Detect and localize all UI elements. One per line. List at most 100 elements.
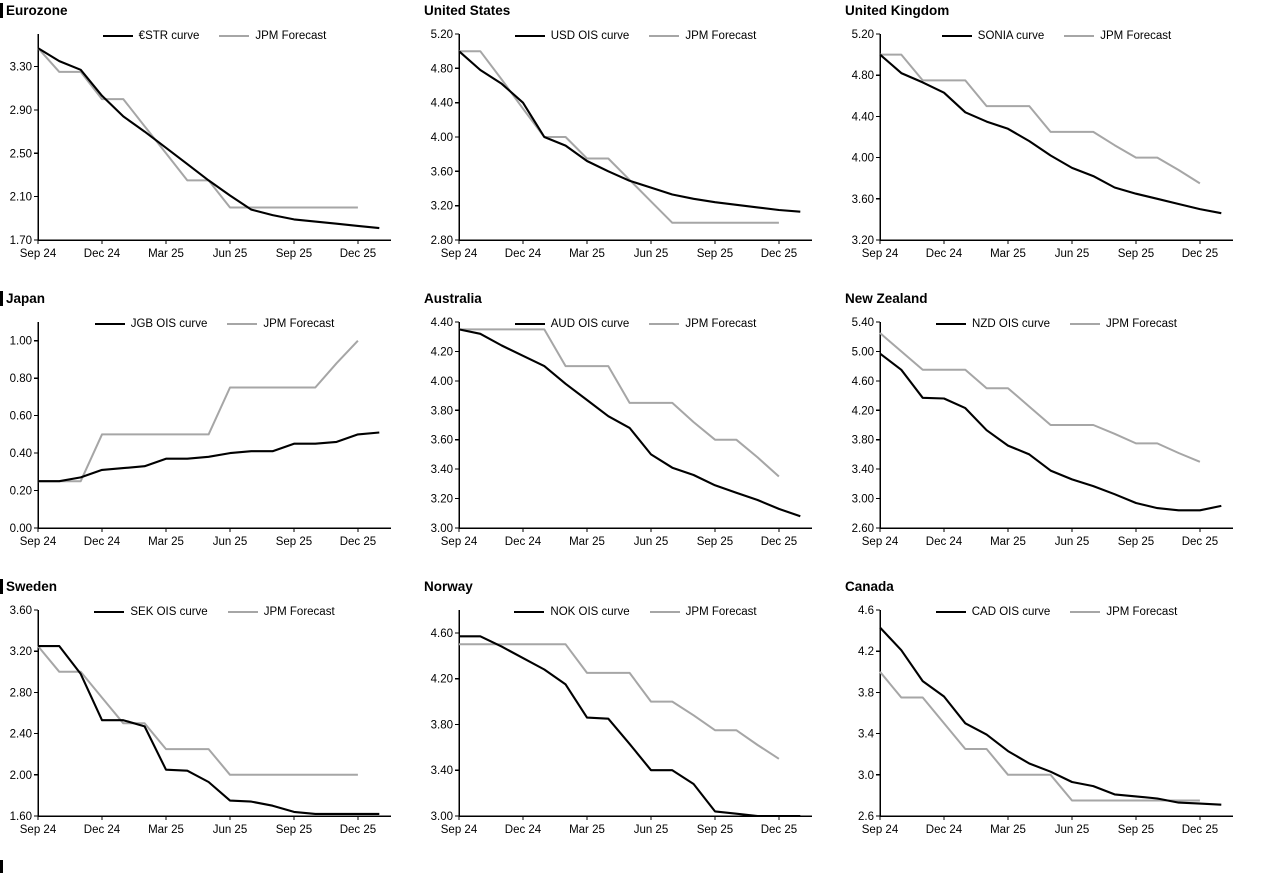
svg-text:Jun 25: Jun 25 — [1055, 536, 1090, 548]
chart-title: New Zealand — [845, 291, 928, 306]
svg-text:3.40: 3.40 — [431, 464, 453, 476]
svg-text:Mar 25: Mar 25 — [990, 536, 1026, 548]
svg-text:0.80: 0.80 — [10, 373, 32, 385]
svg-text:Sep 25: Sep 25 — [276, 824, 312, 836]
svg-text:Jun 25: Jun 25 — [634, 824, 669, 836]
chart-title: Sweden — [6, 579, 58, 594]
svg-text:Dec 25: Dec 25 — [340, 248, 376, 260]
svg-text:Dec 24: Dec 24 — [84, 536, 121, 548]
svg-text:4.6: 4.6 — [858, 605, 874, 617]
svg-text:Dec 25: Dec 25 — [1182, 536, 1218, 548]
svg-text:2.60: 2.60 — [852, 523, 874, 535]
svg-text:5.20: 5.20 — [431, 29, 453, 41]
svg-text:2.40: 2.40 — [10, 729, 32, 741]
svg-text:3.20: 3.20 — [10, 646, 32, 658]
svg-text:Sep 25: Sep 25 — [1118, 248, 1154, 260]
svg-text:Jun 25: Jun 25 — [634, 248, 669, 260]
chart-title: Eurozone — [6, 3, 68, 18]
section-marker-bar — [0, 291, 3, 306]
svg-text:4.2: 4.2 — [858, 646, 874, 658]
svg-text:Dec 24: Dec 24 — [505, 248, 542, 260]
svg-text:Sep 24: Sep 24 — [441, 536, 478, 548]
svg-text:3.80: 3.80 — [431, 719, 453, 731]
svg-text:Mar 25: Mar 25 — [569, 536, 605, 548]
line-chart-united-kingdom: 3.20 3.60 4.00 4.40 4.80 5.20 Sep 24 Dec 24 Mar … — [852, 29, 1233, 260]
svg-text:2.80: 2.80 — [10, 687, 32, 699]
svg-text:1.60: 1.60 — [10, 811, 32, 823]
svg-text:1.00: 1.00 — [10, 336, 32, 348]
svg-text:Dec 24: Dec 24 — [505, 536, 542, 548]
svg-text:3.40: 3.40 — [852, 464, 874, 476]
chart-panel-united-kingdom: United Kingdom SONIA curve JPM Forecast … — [842, 0, 1264, 288]
chart-title: United States — [424, 3, 511, 18]
svg-text:Sep 24: Sep 24 — [20, 824, 57, 836]
chart-panel-japan: Japan JGB OIS curve JPM Forecast 0.00 0.2… — [0, 288, 421, 576]
svg-text:5.00: 5.00 — [852, 346, 874, 358]
svg-text:2.6: 2.6 — [858, 811, 874, 823]
chart-panel-eurozone: Eurozone €STR curve JPM Forecast 1.70 2.1… — [0, 0, 421, 288]
svg-text:Sep 24: Sep 24 — [441, 824, 478, 836]
svg-text:Mar 25: Mar 25 — [990, 824, 1026, 836]
svg-text:Dec 25: Dec 25 — [1182, 824, 1218, 836]
svg-text:Mar 25: Mar 25 — [569, 248, 605, 260]
line-chart-sweden: 1.60 2.00 2.40 2.80 3.20 3.60 Sep 24 Dec 24 Mar … — [10, 605, 391, 836]
svg-text:Jun 25: Jun 25 — [213, 824, 248, 836]
svg-text:4.00: 4.00 — [431, 376, 453, 388]
svg-text:Jun 25: Jun 25 — [634, 536, 669, 548]
svg-text:4.80: 4.80 — [431, 63, 453, 75]
line-chart-canada: 2.6 3.0 3.4 3.8 4.2 4.6 Sep 24 Dec 24 Mar 25 Jun … — [858, 605, 1233, 836]
line-chart-united-states: 2.80 3.20 3.60 4.00 4.40 4.80 5.20 Sep 24 Dec 24… — [431, 29, 812, 260]
svg-text:3.60: 3.60 — [431, 166, 453, 178]
line-chart-norway: 3.00 3.40 3.80 4.20 4.60 Sep 24 Dec 24 Mar 25 Ju… — [431, 610, 812, 836]
svg-text:Jun 25: Jun 25 — [213, 248, 248, 260]
chart-panel-new-zealand: New Zealand NZD OIS curve JPM Forecast 2… — [842, 288, 1264, 576]
chart-title: United Kingdom — [845, 3, 950, 18]
svg-text:3.30: 3.30 — [10, 62, 32, 74]
chart-panel-canada: Canada CAD OIS curve JPM Forecast 2.6 3.0… — [842, 576, 1264, 873]
chart-panel-sweden: Sweden SEK OIS curve JPM Forecast 1.60 2.… — [0, 576, 421, 873]
svg-text:Mar 25: Mar 25 — [148, 824, 184, 836]
svg-text:3.20: 3.20 — [852, 235, 874, 247]
chart-title: Canada — [845, 579, 894, 594]
svg-text:Dec 24: Dec 24 — [505, 824, 542, 836]
svg-text:Mar 25: Mar 25 — [148, 248, 184, 260]
line-chart-eurozone: 1.70 2.10 2.50 2.90 3.30 Sep 24 Dec 24 Mar 25 Ju… — [10, 34, 391, 260]
svg-text:3.00: 3.00 — [431, 811, 453, 823]
svg-text:Dec 24: Dec 24 — [84, 248, 121, 260]
svg-text:3.80: 3.80 — [431, 405, 453, 417]
svg-text:4.40: 4.40 — [431, 98, 453, 110]
svg-text:3.4: 3.4 — [858, 729, 875, 741]
section-marker-bar — [0, 860, 3, 873]
chart-title: Japan — [6, 291, 46, 306]
svg-text:4.20: 4.20 — [852, 405, 874, 417]
svg-text:3.40: 3.40 — [431, 765, 453, 777]
svg-text:Dec 24: Dec 24 — [926, 824, 963, 836]
svg-text:Dec 25: Dec 25 — [761, 536, 797, 548]
svg-text:3.60: 3.60 — [10, 605, 32, 617]
svg-text:4.00: 4.00 — [852, 153, 874, 165]
svg-text:Sep 25: Sep 25 — [276, 536, 312, 548]
svg-text:Dec 25: Dec 25 — [1182, 248, 1218, 260]
svg-text:4.60: 4.60 — [431, 628, 453, 640]
svg-text:Sep 24: Sep 24 — [862, 536, 899, 548]
svg-text:Sep 25: Sep 25 — [697, 536, 733, 548]
svg-text:Jun 25: Jun 25 — [213, 536, 248, 548]
svg-text:5.40: 5.40 — [852, 317, 874, 329]
svg-text:2.00: 2.00 — [10, 770, 32, 782]
svg-text:3.20: 3.20 — [431, 201, 453, 213]
svg-text:Sep 25: Sep 25 — [697, 248, 733, 260]
svg-text:Sep 25: Sep 25 — [276, 248, 312, 260]
svg-text:5.20: 5.20 — [852, 29, 874, 41]
section-marker-bar — [0, 3, 3, 18]
chart-title: Norway — [424, 579, 473, 594]
svg-text:Sep 25: Sep 25 — [1118, 536, 1154, 548]
svg-text:Dec 24: Dec 24 — [926, 536, 963, 548]
svg-text:Sep 24: Sep 24 — [20, 248, 57, 260]
svg-text:3.00: 3.00 — [852, 494, 874, 506]
svg-text:2.80: 2.80 — [431, 235, 453, 247]
svg-text:2.10: 2.10 — [10, 192, 32, 204]
svg-text:4.00: 4.00 — [431, 132, 453, 144]
svg-text:Sep 25: Sep 25 — [1118, 824, 1154, 836]
line-chart-australia: 3.00 3.20 3.40 3.60 3.80 4.00 4.20 4.40 Sep 24 De… — [431, 317, 812, 548]
